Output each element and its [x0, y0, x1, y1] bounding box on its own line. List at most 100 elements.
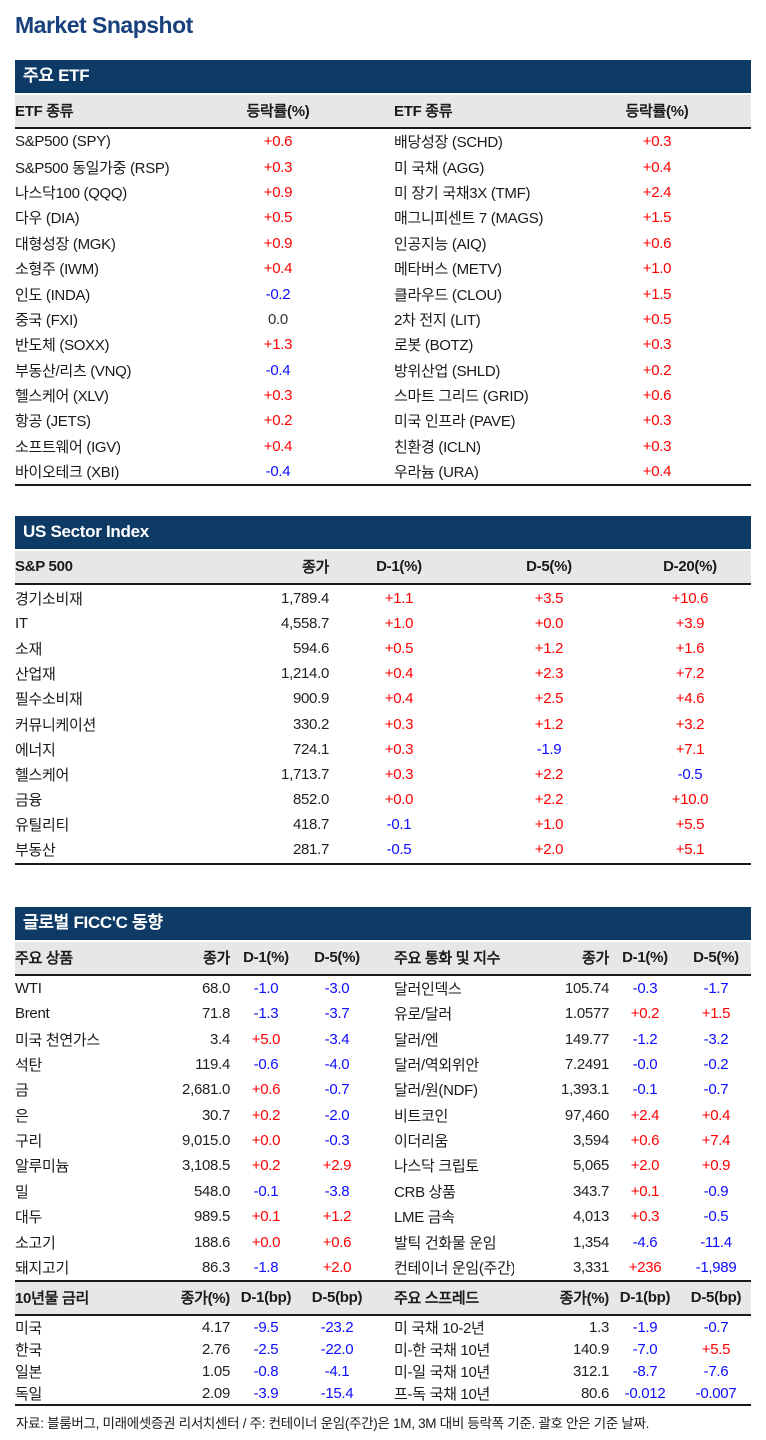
commodity-close: 989.5: [193, 1208, 230, 1226]
currency-name: 달러인덱스: [394, 980, 462, 998]
table-row: 밀 548.0 -0.1 -3.8: [15, 1179, 372, 1204]
currency-name: 발틱 건화물 운임: [394, 1234, 497, 1252]
sector-d20: +3.9: [675, 614, 705, 632]
spread-d1: -1.9: [632, 1318, 658, 1336]
etf-name: 친환경 (ICLN): [394, 438, 481, 456]
sector-d1: -0.1: [386, 816, 412, 834]
table-row: 미국 인프라 (PAVE) +0.3: [394, 408, 751, 433]
sector-close: 852.0: [292, 791, 329, 809]
currency-d5: -3.2: [703, 1030, 729, 1048]
table-row: 달러/엔 149.77 -1.2 -3.2: [394, 1026, 751, 1051]
spread-d5: -0.007: [695, 1384, 737, 1402]
etf-section-header: 주요 ETF: [15, 60, 751, 93]
commodity-d5: -0.3: [324, 1132, 350, 1150]
currency-close: 149.77: [564, 1030, 609, 1048]
sector-d5: +2.2: [534, 765, 564, 783]
currency-name: 비트코인: [394, 1107, 449, 1125]
spread-close: 312.1: [572, 1362, 609, 1380]
etf-table-body: S&P500 (SPY) +0.6 S&P500 동일가중 (RSP) +0.3…: [15, 129, 751, 487]
etf-change: +0.3: [263, 158, 293, 176]
etf-name: 우라늄 (URA): [394, 464, 479, 482]
currency-name: CRB 상품: [394, 1183, 456, 1201]
commodity-d5: -3.7: [324, 1005, 350, 1023]
commodity-name: 알루미늄: [15, 1158, 70, 1176]
commodity-d5: -0.7: [324, 1081, 350, 1099]
table-row: 프-독 국채 10년 80.6 -0.012 -0.007: [394, 1382, 751, 1404]
sector-close: 4,558.7: [281, 614, 329, 632]
currency-d5: -1.7: [703, 979, 729, 997]
sector-d20: +5.1: [675, 841, 705, 859]
commodity-close: 3.4: [210, 1030, 230, 1048]
spread-d5: -0.7: [703, 1318, 729, 1336]
commodity-d5: -4.0: [324, 1055, 350, 1073]
commodities-col-d5: D-5(%): [314, 948, 360, 966]
etf-change: +0.3: [642, 336, 672, 354]
sector-name: 경기소비재: [15, 590, 83, 608]
currencies-col-close: 종가: [581, 949, 609, 967]
currency-d5: +1.5: [701, 1005, 731, 1023]
rates-table-body: 미국 4.17 -9.5 -23.2 한국 2.76 -2.5 -22.0 일본: [15, 1316, 751, 1404]
etf-name: 대형성장 (MGK): [15, 235, 116, 253]
sector-name: 커뮤니케이션: [15, 716, 97, 734]
commodity-name: 미국 천연가스: [15, 1031, 100, 1049]
table-row: 대두 989.5 +0.1 +1.2: [15, 1204, 372, 1229]
spread-name: 프-독 국채 10년: [394, 1385, 491, 1403]
commodity-close: 3,108.5: [182, 1157, 230, 1175]
currency-close: 3,331: [572, 1259, 609, 1277]
sector-close: 1,789.4: [281, 589, 329, 607]
currency-close: 3,594: [572, 1132, 609, 1150]
sector-close: 418.7: [292, 816, 329, 834]
commodity-d5: +2.0: [322, 1259, 352, 1277]
table-row: 나스닥 크립토 5,065 +2.0 +0.9: [394, 1153, 751, 1178]
table-row: 중국 (FXI) 0.0: [15, 307, 372, 332]
sector-table-header: S&P 500 종가 D-1(%) D-5(%) D-20(%): [15, 551, 751, 586]
etf-name: 바이오테크 (XBI): [15, 464, 120, 482]
ficc-section: 글로벌 FICC'C 동향 주요 상품 종가 D-1(%) D-5(%) 주요 …: [15, 906, 751, 1440]
table-row: 석탄 119.4 -0.6 -4.0: [15, 1052, 372, 1077]
table-row: 일본 1.05 -0.8 -4.1: [15, 1360, 372, 1382]
rate-name: 일본: [15, 1363, 43, 1381]
spread-name: 미 국채 10-2년: [394, 1319, 485, 1337]
table-row: 부동산/리츠 (VNQ) -0.4: [15, 358, 372, 383]
etf-name: 소프트웨어 (IGV): [15, 438, 121, 456]
sector-name: 산업재: [15, 666, 56, 684]
currency-d5: -1,989: [695, 1259, 737, 1277]
commodity-d5: -3.8: [324, 1182, 350, 1200]
table-row: 경기소비재 1,789.4 +1.1 +3.5 +10.6: [15, 585, 751, 610]
currency-close: 1,393.1: [561, 1081, 609, 1099]
commodity-close: 119.4: [195, 1055, 230, 1073]
commodities-col-name: 주요 상품: [15, 949, 73, 967]
etf-name: 메타버스 (METV): [394, 261, 502, 279]
spreads-header: 주요 스프레드 종가(%) D-1(bp) D-5(bp): [394, 1287, 751, 1308]
sector-section: US Sector Index S&P 500 종가 D-1(%) D-5(%)…: [15, 516, 751, 865]
table-row: 미국 4.17 -9.5 -23.2: [15, 1316, 372, 1338]
table-row: 에너지 724.1 +0.3 -1.9 +7.1: [15, 737, 751, 762]
rate-close: 1.05: [202, 1362, 230, 1380]
rate-close: 4.17: [202, 1318, 230, 1336]
spread-d1: -8.7: [632, 1362, 658, 1380]
etf-name: S&P500 (SPY): [15, 133, 111, 151]
commodity-name: 돼지고기: [15, 1260, 70, 1278]
commodity-close: 86.3: [202, 1259, 230, 1277]
commodity-d1: +0.1: [251, 1208, 281, 1226]
etf-name: 미 국채 (AGG): [394, 159, 485, 177]
currency-name: 유로/달러: [394, 1006, 452, 1024]
currency-name: LME 금속: [394, 1209, 455, 1227]
etf-name: 중국 (FXI): [15, 311, 78, 329]
spread-d5: +5.5: [701, 1340, 731, 1358]
rate-d5: -4.1: [324, 1362, 350, 1380]
commodity-close: 30.7: [202, 1106, 230, 1124]
ficc-section-header: 글로벌 FICC'C 동향: [15, 906, 751, 940]
etf-change: +0.6: [642, 234, 672, 252]
commodity-name: 은: [15, 1107, 29, 1125]
sector-close: 594.6: [292, 639, 329, 657]
table-row: S&P500 (SPY) +0.6: [15, 129, 372, 154]
table-row: 대형성장 (MGK) +0.9: [15, 231, 372, 256]
commodity-d5: +1.2: [322, 1208, 352, 1226]
etf-change: 0.0: [268, 310, 288, 328]
table-row: 방위산업 (SHLD) +0.2: [394, 358, 751, 383]
currency-d1: -0.1: [632, 1081, 658, 1099]
etf-change: +0.9: [263, 183, 293, 201]
commodity-d1: +0.2: [251, 1106, 281, 1124]
spreads-col-d1: D-1(bp): [619, 1289, 671, 1307]
